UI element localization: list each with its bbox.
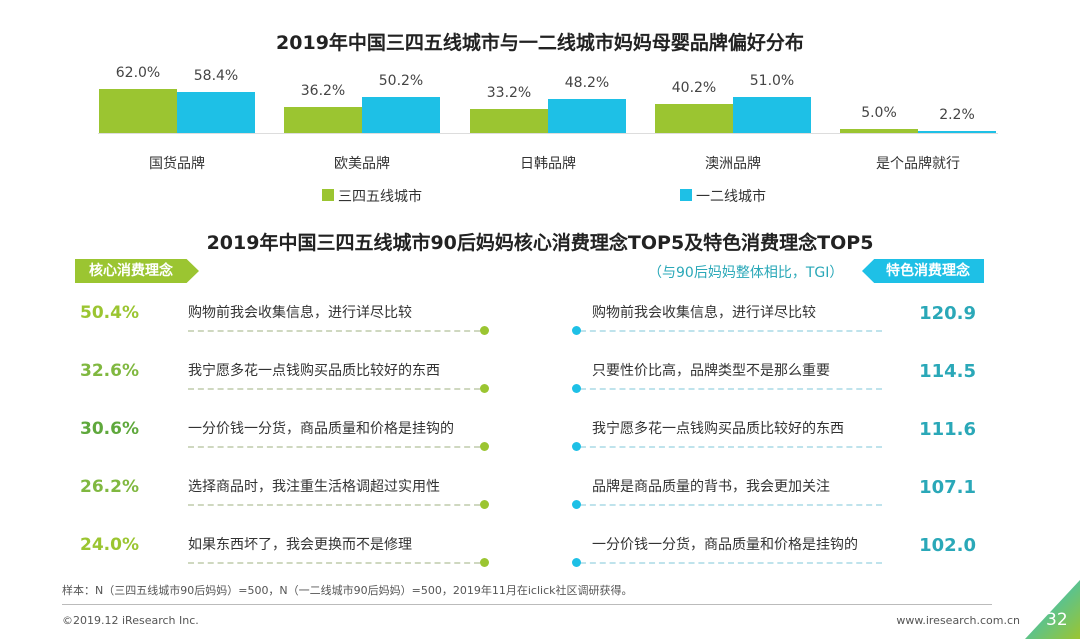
dotted-line — [580, 446, 882, 448]
dotted-line — [580, 562, 882, 564]
data-label: 62.0% — [115, 64, 161, 81]
legend-swatch-blue — [680, 189, 692, 201]
copyright: ©2019.12 iResearch Inc. — [62, 614, 199, 627]
core-percent: 32.6% — [80, 361, 139, 381]
tgi-value: 114.5 — [919, 361, 976, 382]
core-statement: 一分价钱一分货，商品质量和价格是挂钩的 — [188, 421, 454, 437]
dot-marker — [480, 558, 489, 567]
category-label: 澳洲品牌 — [705, 156, 761, 172]
feature-statement: 一分价钱一分货，商品质量和价格是挂钩的 — [592, 537, 858, 553]
table-title: 2019年中国三四五线城市90后妈妈核心消费理念TOP5及特色消费理念TOP5 — [206, 232, 874, 254]
feature-statement: 品牌是商品质量的背书，我会更加关注 — [592, 479, 830, 495]
data-label: 51.0% — [749, 72, 795, 89]
data-label: 33.2% — [486, 85, 532, 102]
dot-marker — [572, 384, 581, 393]
data-label: 40.2% — [671, 80, 717, 97]
core-statement: 购物前我会收集信息，进行详尽比较 — [188, 305, 412, 321]
tgi-value: 107.1 — [919, 477, 976, 498]
legend-label: 三四五线城市 — [338, 189, 422, 205]
tgi-value: 120.9 — [919, 303, 976, 324]
tgi-note: （与90后妈妈整体相比，TGI） — [648, 265, 844, 281]
data-label: 58.4% — [193, 67, 239, 84]
legend-swatch-green — [322, 189, 334, 201]
dot-marker — [480, 326, 489, 335]
bar — [733, 96, 811, 133]
core-percent: 26.2% — [80, 477, 139, 497]
data-label: 2.2% — [939, 107, 975, 124]
data-label: 5.0% — [861, 105, 897, 122]
dotted-line — [580, 330, 882, 332]
core-percent: 24.0% — [80, 535, 139, 555]
dot-marker — [480, 500, 489, 509]
sample-note: 样本：N（三四五线城市90后妈妈）=500，N（一二线城市90后妈妈）=500，… — [62, 584, 633, 597]
dotted-line — [580, 388, 882, 390]
dot-marker — [572, 442, 581, 451]
page-number: 32 — [1046, 610, 1068, 630]
data-label: 48.2% — [564, 74, 610, 91]
feature-statement: 我宁愿多花一点钱购买品质比较好的东西 — [592, 421, 844, 437]
data-label: 50.2% — [378, 73, 424, 90]
dot-marker — [572, 500, 581, 509]
category-label: 欧美品牌 — [334, 156, 390, 172]
baseline — [98, 133, 998, 134]
core-percent: 30.6% — [80, 419, 139, 439]
category-label: 国货品牌 — [149, 156, 205, 172]
feature-statement: 只要性价比高，品牌类型不是那么重要 — [592, 363, 830, 379]
feature-statement: 购物前我会收集信息，进行详尽比较 — [592, 305, 816, 321]
bar — [840, 129, 918, 133]
dot-marker — [572, 326, 581, 335]
tgi-value: 111.6 — [919, 419, 976, 440]
category-label: 日韩品牌 — [520, 156, 576, 172]
bar — [470, 109, 548, 133]
bar — [548, 98, 626, 133]
core-statement: 如果东西坏了，我会更换而不是修理 — [188, 537, 412, 553]
data-label: 36.2% — [300, 83, 346, 100]
core-statement: 我宁愿多花一点钱购买品质比较好的东西 — [188, 363, 440, 379]
dot-marker — [480, 442, 489, 451]
dotted-line — [188, 330, 480, 332]
bar — [918, 131, 996, 133]
core-statement: 选择商品时，我注重生活格调超过实用性 — [188, 479, 440, 495]
legend-label: 一二线城市 — [696, 189, 766, 205]
dotted-line — [188, 388, 480, 390]
feature-tag: 特色消费理念 — [862, 259, 984, 283]
bar — [655, 104, 733, 133]
bar — [362, 97, 440, 133]
bar — [284, 107, 362, 133]
dotted-line — [188, 562, 480, 564]
core-percent: 50.4% — [80, 303, 139, 323]
bar-chart-title: 2019年中国三四五线城市与一二线城市妈妈母婴品牌偏好分布 — [276, 32, 804, 54]
category-label: 是个品牌就行 — [876, 156, 960, 172]
dotted-line — [188, 446, 480, 448]
bar — [99, 88, 177, 133]
core-tag: 核心消费理念 — [75, 259, 199, 283]
tgi-value: 102.0 — [919, 535, 976, 556]
dotted-line — [580, 504, 882, 506]
dot-marker — [572, 558, 581, 567]
bar — [177, 91, 255, 133]
footer-divider — [62, 604, 992, 605]
dotted-line — [188, 504, 480, 506]
dot-marker — [480, 384, 489, 393]
website-link[interactable]: www.iresearch.com.cn — [896, 614, 1020, 627]
